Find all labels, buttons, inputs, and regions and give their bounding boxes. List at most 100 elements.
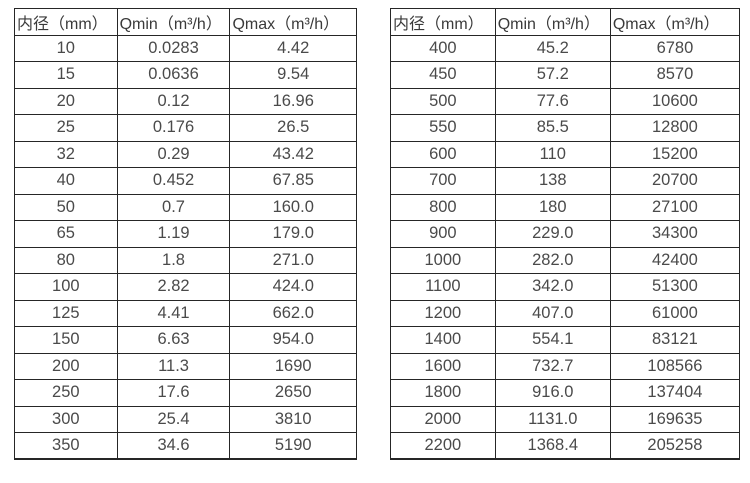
table-cell: 554.1 (494, 326, 611, 354)
table-cell: 0.0283 (116, 34, 231, 62)
table-cell: 137404 (609, 379, 741, 407)
table-cell: 4.42 (229, 34, 357, 62)
table-row: 250 17.6 2650 (14, 379, 357, 407)
table-cell: 51300 (609, 273, 741, 301)
table-cell: 34.6 (116, 432, 231, 460)
table-cell: 25 (14, 114, 118, 142)
table-cell: 160.0 (229, 193, 357, 221)
table-cell: 150 (14, 326, 118, 354)
table-cell: 450 (390, 61, 496, 89)
table-row: 40 0.452 67.85 (14, 167, 357, 195)
table-cell: 205258 (609, 432, 741, 460)
table-row: 200 11.3 1690 (14, 352, 357, 380)
table-cell: 200 (14, 352, 118, 380)
table-row: 600 110 15200 (390, 140, 741, 168)
column-header-qmin: Qmin（m³/h） (116, 8, 231, 36)
table-cell: 12800 (609, 114, 741, 142)
table-row: 20 0.12 16.96 (14, 87, 357, 115)
table-cell: 40 (14, 167, 118, 195)
table-row: 400 45.2 6780 (390, 34, 741, 62)
table-cell: 2200 (390, 432, 496, 460)
table-cell: 169635 (609, 405, 741, 433)
table-cell: 17.6 (116, 379, 231, 407)
header-row: 内径（mm） Qmin（m³/h） Qmax（m³/h） (14, 8, 357, 36)
table-cell: 3810 (229, 405, 357, 433)
table-cell: 0.7 (116, 193, 231, 221)
table-cell: 20 (14, 87, 118, 115)
flow-table-small-diameters: 内径（mm） Qmin（m³/h） Qmax（m³/h） 10 0.0283 4.4… (14, 8, 357, 460)
table-row: 800 180 27100 (390, 193, 741, 221)
table-cell: 6780 (609, 34, 741, 62)
table-cell: 27100 (609, 193, 741, 221)
table-row: 700 138 20700 (390, 167, 741, 195)
table-cell: 1000 (390, 246, 496, 274)
table-cell: 80 (14, 246, 118, 274)
table-row: 65 1.19 179.0 (14, 220, 357, 248)
table-cell: 0.29 (116, 140, 231, 168)
table-cell: 600 (390, 140, 496, 168)
table-cell: 1800 (390, 379, 496, 407)
table-cell: 11.3 (116, 352, 231, 380)
flow-rate-spec-page: 内径（mm） Qmin（m³/h） Qmax（m³/h） 10 0.0283 4.4… (14, 8, 741, 460)
table-body: 400 45.2 6780 450 57.2 8570 500 77.6 10600 550 85.… (390, 34, 741, 460)
table-cell: 900 (390, 220, 496, 248)
table-row: 1100 342.0 51300 (390, 273, 741, 301)
table-row: 150 6.63 954.0 (14, 326, 357, 354)
table-cell: 1.8 (116, 246, 231, 274)
table-cell: 1368.4 (494, 432, 611, 460)
table-cell: 732.7 (494, 352, 611, 380)
table-cell: 85.5 (494, 114, 611, 142)
table-row: 550 85.5 12800 (390, 114, 741, 142)
table-row: 10 0.0283 4.42 (14, 34, 357, 62)
table-cell: 10600 (609, 87, 741, 115)
table-row: 1000 282.0 42400 (390, 246, 741, 274)
table-cell: 550 (390, 114, 496, 142)
table-cell: 400 (390, 34, 496, 62)
column-header-qmin: Qmin（m³/h） (494, 8, 611, 36)
table-cell: 1.19 (116, 220, 231, 248)
table-cell: 57.2 (494, 61, 611, 89)
table-cell: 282.0 (494, 246, 611, 274)
table-cell: 180 (494, 193, 611, 221)
table-cell: 1600 (390, 352, 496, 380)
table-cell: 1131.0 (494, 405, 611, 433)
table-cell: 1400 (390, 326, 496, 354)
column-header-diameter: 内径（mm） (390, 8, 496, 36)
table-cell: 1690 (229, 352, 357, 380)
table-cell: 50 (14, 193, 118, 221)
table-cell: 342.0 (494, 273, 611, 301)
table-cell: 271.0 (229, 246, 357, 274)
table-row: 15 0.0636 9.54 (14, 61, 357, 89)
table-cell: 34300 (609, 220, 741, 248)
table-cell: 916.0 (494, 379, 611, 407)
table-cell: 110 (494, 140, 611, 168)
table-cell: 2650 (229, 379, 357, 407)
table-cell: 67.85 (229, 167, 357, 195)
table-cell: 125 (14, 299, 118, 327)
column-header-diameter: 内径（mm） (14, 8, 118, 36)
table-cell: 45.2 (494, 34, 611, 62)
table-row: 1600 732.7 108566 (390, 352, 741, 380)
table-row: 1400 554.1 83121 (390, 326, 741, 354)
table-row: 50 0.7 160.0 (14, 193, 357, 221)
table-cell: 43.42 (229, 140, 357, 168)
table-cell: 300 (14, 405, 118, 433)
table-cell: 700 (390, 167, 496, 195)
table-cell: 138 (494, 167, 611, 195)
table-cell: 424.0 (229, 273, 357, 301)
table-cell: 9.54 (229, 61, 357, 89)
table-cell: 61000 (609, 299, 741, 327)
table-cell: 83121 (609, 326, 741, 354)
column-header-qmax: Qmax（m³/h） (609, 8, 741, 36)
table-cell: 4.41 (116, 299, 231, 327)
table-cell: 16.96 (229, 87, 357, 115)
column-header-qmax: Qmax（m³/h） (229, 8, 357, 36)
table-cell: 250 (14, 379, 118, 407)
table-row: 32 0.29 43.42 (14, 140, 357, 168)
table-cell: 1100 (390, 273, 496, 301)
table-row: 2000 1131.0 169635 (390, 405, 741, 433)
table-cell: 100 (14, 273, 118, 301)
table-cell: 0.0636 (116, 61, 231, 89)
table-cell: 20700 (609, 167, 741, 195)
table-cell: 65 (14, 220, 118, 248)
